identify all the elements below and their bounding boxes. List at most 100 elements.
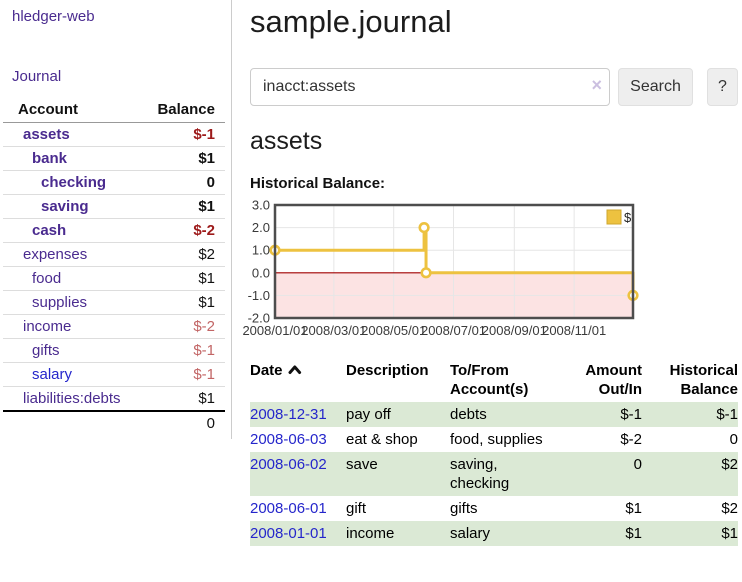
transaction-accounts: food, supplies <box>450 431 543 448</box>
chart-canvas: $3.0 2.0 1.0 0.0 -1.0 -2.02008/01/012008/03/0… <box>242 198 639 338</box>
transaction-row[interactable]: 2008-06-01 gift gifts $1 $2 <box>250 496 738 521</box>
x-tick-label: 2008/01/01 <box>242 323 307 338</box>
search-form: × Search ? <box>250 68 738 106</box>
sidebar-item-journal[interactable]: Journal <box>12 68 62 85</box>
y-tick-label: 3.0 <box>252 198 270 213</box>
account-link[interactable]: cash <box>32 222 67 239</box>
page-title: sample.journal <box>250 4 452 39</box>
accounts-total-row: 0 <box>3 410 225 435</box>
transaction-balance: $2 <box>642 452 738 496</box>
sidebar: hledger-web Journal Account Balance asse… <box>0 0 232 435</box>
transaction-date-link[interactable]: 2008-01-01 <box>250 525 327 542</box>
accounts-table-body: assets $-1 bank $1 checking 0 saving $1 cash $-2 e… <box>3 123 225 411</box>
account-heading: assets <box>250 127 323 155</box>
account-row: food $1 <box>3 266 225 291</box>
transaction-balance: $-1 <box>642 402 738 427</box>
accounts-total-value: 0 <box>143 410 225 435</box>
main-content: sample.journal × Search ? assets Histori… <box>242 0 738 546</box>
transaction-date-link[interactable]: 2008-06-02 <box>250 456 327 473</box>
account-balance: $-1 <box>143 362 225 387</box>
x-tick-label: 2008/03/01 <box>301 323 366 338</box>
account-link[interactable]: saving <box>41 198 89 215</box>
transaction-date-link[interactable]: 2008-12-31 <box>250 406 327 423</box>
account-row: expenses $2 <box>3 242 225 267</box>
account-balance: $1 <box>143 386 225 411</box>
data-point <box>418 221 430 234</box>
sort-asc-icon <box>288 365 301 374</box>
account-link[interactable]: liabilities:debts <box>23 390 121 407</box>
account-row: assets $-1 <box>3 123 225 147</box>
account-balance: $-1 <box>143 338 225 363</box>
account-balance: $1 <box>143 146 225 171</box>
transaction-amount: 0 <box>565 452 642 496</box>
transaction-row[interactable]: 2008-06-03 eat & shop food, supplies $-2 0 <box>250 427 738 452</box>
help-button[interactable]: ? <box>707 68 738 106</box>
account-balance: 0 <box>143 170 225 195</box>
transaction-description: eat & shop <box>346 431 418 448</box>
transaction-description: save <box>346 452 450 496</box>
transaction-accounts: debts <box>450 402 565 427</box>
x-tick-label: 2008/11/01 <box>542 323 606 338</box>
x-tick-label: 2008/07/01 <box>421 323 486 338</box>
y-tick-label: -2.0 <box>248 311 270 326</box>
account-row: income $-2 <box>3 314 225 339</box>
account-row: salary $-1 <box>3 362 225 387</box>
account-link[interactable]: food <box>32 270 62 287</box>
historical-balance-chart: $3.0 2.0 1.0 0.0 -1.0 -2.0 2008/01/01 2008/03/0… <box>242 198 738 340</box>
transaction-description: income <box>346 521 450 546</box>
x-tick-label: 2008/09/01 <box>482 323 547 338</box>
register-body: 2008-12-31 pay off debts $-1 $-1 2008-06-03 ea… <box>250 402 738 546</box>
transaction-balance: 0 <box>729 431 738 448</box>
account-link[interactable]: bank <box>32 150 68 167</box>
register-col-historical: Historical Balance <box>669 362 738 398</box>
account-row: liabilities:debts $1 <box>3 386 225 411</box>
chart-title: Historical Balance: <box>250 175 386 192</box>
transaction-balance: $1 <box>642 521 738 546</box>
account-row: bank $1 <box>3 146 225 171</box>
search-input[interactable] <box>250 68 610 106</box>
accounts-col-balance: Balance <box>143 98 225 123</box>
legend-label: $ <box>624 210 632 225</box>
y-tick-label: 1.0 <box>252 243 270 258</box>
register-col-amount: Amount Out/In <box>585 362 642 398</box>
transaction-date-link[interactable]: 2008-06-01 <box>250 500 327 517</box>
accounts-col-account: Account <box>3 98 144 123</box>
app-title-link[interactable]: hledger-web <box>12 8 95 25</box>
account-link[interactable]: assets <box>23 126 70 143</box>
transaction-amount: $-2 <box>620 431 642 448</box>
search-button[interactable]: Search <box>618 68 693 106</box>
transaction-amount: $1 <box>625 500 642 517</box>
account-balance: $-2 <box>143 314 225 339</box>
legend-swatch <box>606 209 622 225</box>
account-row: cash $-2 <box>3 218 225 243</box>
transaction-amount: $1 <box>565 521 642 546</box>
account-row: saving $1 <box>3 194 225 219</box>
sidebar-divider <box>231 0 232 439</box>
x-tick-label: 2008/05/01 <box>361 323 426 338</box>
account-link[interactable]: checking <box>41 174 107 191</box>
account-balance: $1 <box>143 266 225 291</box>
account-link[interactable]: supplies <box>32 294 88 311</box>
register-table: Date Description To/From Account(s) Amount … <box>250 360 738 546</box>
y-tick-label: -1.0 <box>248 288 270 303</box>
account-balance: $1 <box>143 290 225 315</box>
account-row: supplies $1 <box>3 290 225 315</box>
account-link[interactable]: salary <box>32 366 73 383</box>
transaction-row[interactable]: 2008-01-01 income salary $1 $1 <box>250 521 738 546</box>
transaction-accounts: gifts <box>450 500 478 517</box>
register-col-date[interactable]: Date <box>250 360 346 402</box>
account-link[interactable]: gifts <box>32 342 60 359</box>
accounts-table: Account Balance assets $-1 bank $1 checking 0… <box>3 98 225 435</box>
transaction-row[interactable]: 2008-06-02 save saving, checking 0 $2 <box>250 452 738 496</box>
account-link[interactable]: income <box>23 318 72 335</box>
account-row: checking 0 <box>3 170 225 195</box>
account-balance: $-1 <box>193 126 215 143</box>
clear-search-icon[interactable]: × <box>591 75 602 95</box>
transaction-accounts: salary <box>450 521 565 546</box>
transaction-row[interactable]: 2008-12-31 pay off debts $-1 $-1 <box>250 402 738 427</box>
register-col-description: Description <box>346 362 429 379</box>
transaction-date-link[interactable]: 2008-06-03 <box>250 431 327 448</box>
account-balance: $2 <box>143 242 225 267</box>
account-link[interactable]: expenses <box>23 246 88 263</box>
data-point <box>420 267 432 279</box>
